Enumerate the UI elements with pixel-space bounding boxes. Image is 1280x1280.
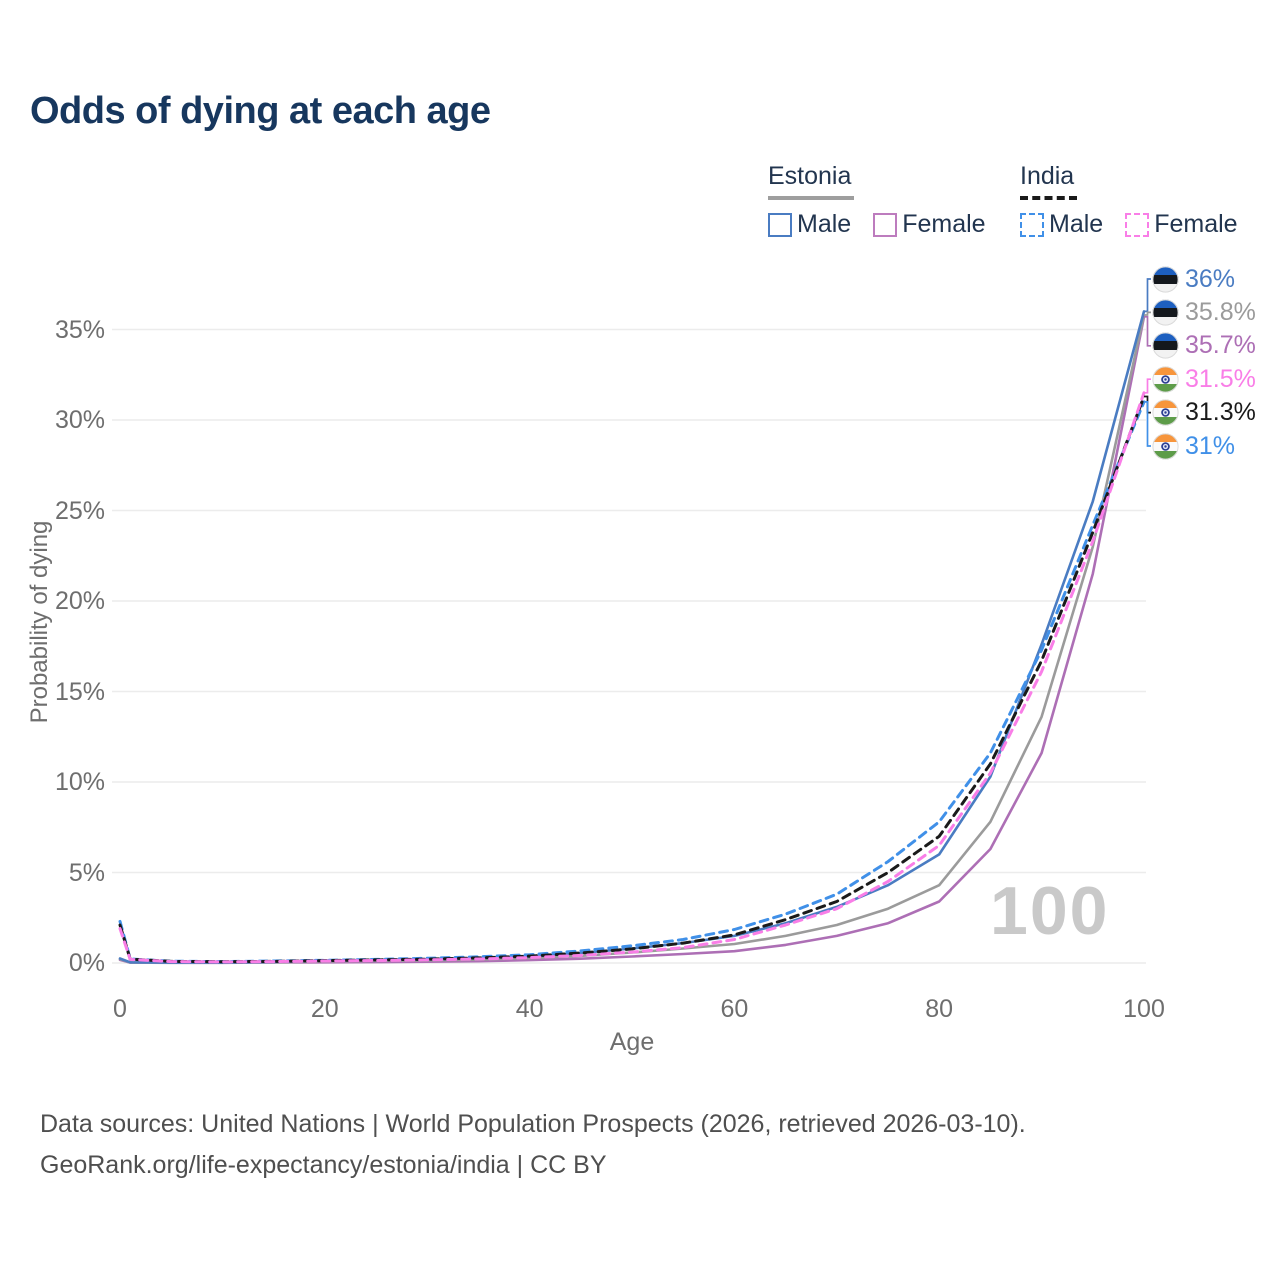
end-label-connector-31.3%: [1144, 395, 1151, 414]
series-line-estonia-female: [118, 315, 1146, 965]
end-label-connector-36%: [1144, 278, 1151, 313]
legend-label-india-female: Female: [1154, 210, 1238, 238]
x-tick-80: 80: [925, 995, 954, 1023]
end-label-value: 31.3%: [1185, 398, 1256, 427]
x-tick-0: 0: [113, 995, 127, 1023]
y-tick-25%: 25%: [54, 496, 105, 525]
end-label-value: 35.8%: [1185, 297, 1256, 326]
hover-age-watermark: 100: [990, 873, 1110, 949]
india-flag-icon: [1152, 366, 1179, 393]
legend-group-estonia: Estonia Male Female: [768, 162, 1008, 239]
end-label-connector-31%: [1144, 401, 1151, 447]
legend-swatch-india-female[interactable]: [1125, 212, 1150, 237]
legend-swatch-estonia-male[interactable]: [768, 212, 792, 237]
end-label-value: 31.5%: [1185, 364, 1256, 393]
series-line-estonia-male: [118, 310, 1146, 964]
estonia-flag-icon: [1152, 299, 1179, 326]
y-tick-20%: 20%: [54, 587, 105, 615]
end-label-value: 36%: [1185, 264, 1236, 293]
y-axis-title: Probability of dying: [26, 520, 53, 724]
legend-item-india-female[interactable]: Female: [1125, 210, 1238, 239]
end-label-31.5%: 31.5%: [1152, 363, 1256, 395]
footer: Data sources: United Nations | World Pop…: [40, 1104, 1026, 1186]
y-tick-35%: 35%: [54, 315, 105, 344]
y-tick-0%: 0%: [68, 949, 105, 977]
legend-group-india: India Male Female: [1020, 162, 1260, 239]
x-tick-60: 60: [720, 995, 749, 1023]
end-label-35.8%: 35.8%: [1152, 296, 1256, 328]
legend-underline-india: [1020, 196, 1077, 200]
legend-swatch-india-male[interactable]: [1020, 212, 1044, 237]
y-tick-30%: 30%: [54, 406, 105, 434]
series-line-estonia-both-sexes: [118, 313, 1146, 964]
end-label-connector-35.7%: [1144, 315, 1151, 347]
end-label-value: 31%: [1185, 431, 1236, 460]
legend-label-estonia-female: Female: [902, 210, 986, 238]
x-axis-title: Age: [609, 1028, 655, 1056]
legend-item-india-male[interactable]: Male: [1020, 210, 1103, 239]
legend-header-india: India: [1020, 162, 1075, 190]
legend-underline-estonia: [768, 196, 854, 200]
estonia-flag-icon: [1152, 265, 1179, 293]
legend-item-estonia-female[interactable]: Female: [873, 210, 986, 239]
legend-label-estonia-male: Male: [797, 210, 852, 238]
india-flag-icon: [1152, 432, 1179, 460]
end-label-connector-35.8%: [1144, 311, 1151, 316]
footer-sources: Data sources: United Nations | World Pop…: [40, 1110, 1026, 1138]
estonia-flag-icon: [1152, 332, 1179, 359]
end-label-31.3%: 31.3%: [1152, 397, 1256, 429]
end-label-connector-31.5%: [1144, 378, 1151, 394]
x-tick-100: 100: [1123, 995, 1165, 1023]
footer-link: GeoRank.org/life-expectancy/estonia/indi…: [40, 1151, 607, 1179]
end-label-36%: 36%: [1152, 263, 1235, 295]
y-tick-15%: 15%: [54, 677, 105, 706]
legend-header-estonia: Estonia: [768, 162, 852, 190]
x-tick-40: 40: [515, 995, 544, 1023]
end-label-value: 35.7%: [1185, 331, 1256, 360]
legend-swatch-estonia-female[interactable]: [873, 212, 898, 237]
end-label-35.7%: 35.7%: [1152, 330, 1256, 362]
end-label-31%: 31%: [1152, 430, 1235, 462]
india-flag-icon: [1152, 399, 1179, 426]
y-tick-5%: 5%: [68, 858, 105, 887]
legend-label-india-male: Male: [1049, 210, 1104, 238]
y-tick-10%: 10%: [54, 768, 105, 796]
legend-item-estonia-male[interactable]: Male: [768, 210, 851, 239]
x-tick-20: 20: [310, 995, 339, 1023]
chart-title: Odds of dying at each age: [30, 90, 491, 132]
